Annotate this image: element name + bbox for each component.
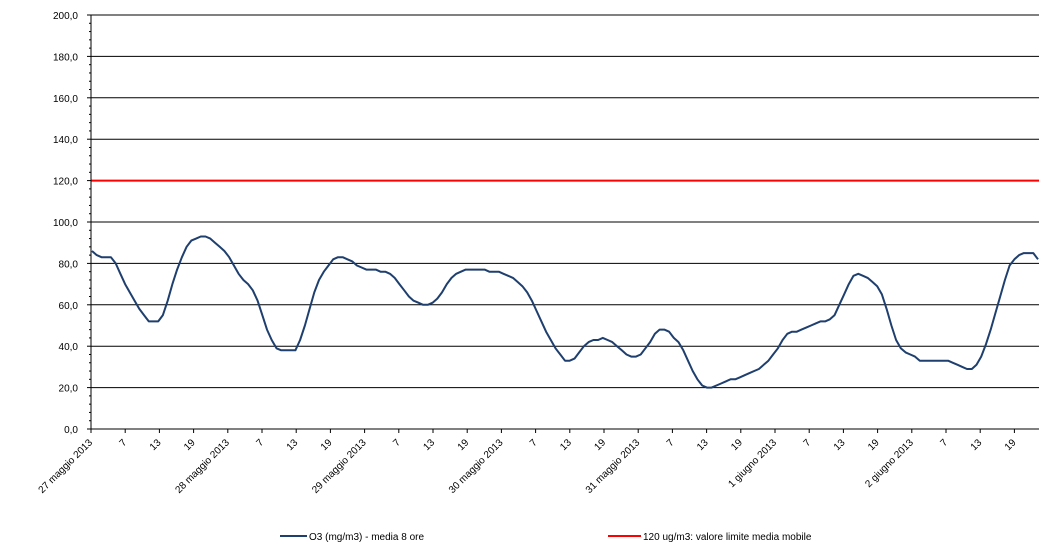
x-tick-label: 13	[969, 437, 985, 453]
x-tick-label: 19	[729, 437, 745, 453]
x-tick-label: 7	[118, 437, 130, 449]
x-tick-label: 7	[802, 437, 814, 449]
x-tick-label: 19	[456, 437, 472, 453]
x-tick-label: 13	[148, 437, 164, 453]
x-tick-label: 7	[528, 437, 540, 449]
y-tick-label: 0,0	[64, 425, 78, 436]
x-tick-label: 7	[665, 437, 677, 449]
y-tick-label: 80,0	[59, 259, 79, 270]
legend: O3 (mg/m3) - media 8 ore 120 ug/m3: valo…	[280, 532, 812, 543]
x-tick-label: 13	[421, 437, 437, 453]
y-tick-label: 100,0	[53, 218, 78, 229]
y-tick-labels: 0,0 20,0 40,0 60,0 80,0 100,0 120,0 140,0 160,0 1…	[53, 11, 78, 436]
x-tick-label: 7	[254, 437, 266, 449]
x-tick-label: 19	[319, 437, 335, 453]
gridlines	[91, 14, 1039, 389]
y-tick-label: 140,0	[53, 135, 78, 146]
y-tick-label: 160,0	[53, 94, 78, 105]
x-tick-label: 13	[832, 437, 848, 453]
x-tick-label: 7	[391, 437, 403, 449]
legend-label-o3: O3 (mg/m3) - media 8 ore	[309, 532, 424, 543]
y-tick-label: 60,0	[59, 301, 79, 312]
legend-label-limit: 120 ug/m3: valore limite media mobile	[643, 532, 812, 543]
x-tick-label: 19	[1003, 437, 1019, 453]
y-tick-label: 120,0	[53, 177, 78, 188]
series-layer	[91, 235, 1039, 389]
x-tick-label: 13	[285, 437, 301, 453]
x-tick-label: 19	[592, 437, 608, 453]
x-tick-label: 19	[182, 437, 198, 453]
axes	[87, 14, 1039, 433]
x-tick-label: 27 maggio 2013	[37, 437, 96, 496]
y-tick-label: 40,0	[59, 342, 79, 353]
x-tick-label: 19	[866, 437, 882, 453]
x-tick-label: 13	[695, 437, 711, 453]
x-tick-label: 7	[938, 437, 950, 449]
y-tick-label: 180,0	[53, 52, 78, 63]
y-tick-label: 200,0	[53, 11, 78, 22]
x-tick-label: 13	[558, 437, 574, 453]
series-line-o3	[91, 235, 1039, 389]
y-tick-label: 20,0	[59, 384, 79, 395]
